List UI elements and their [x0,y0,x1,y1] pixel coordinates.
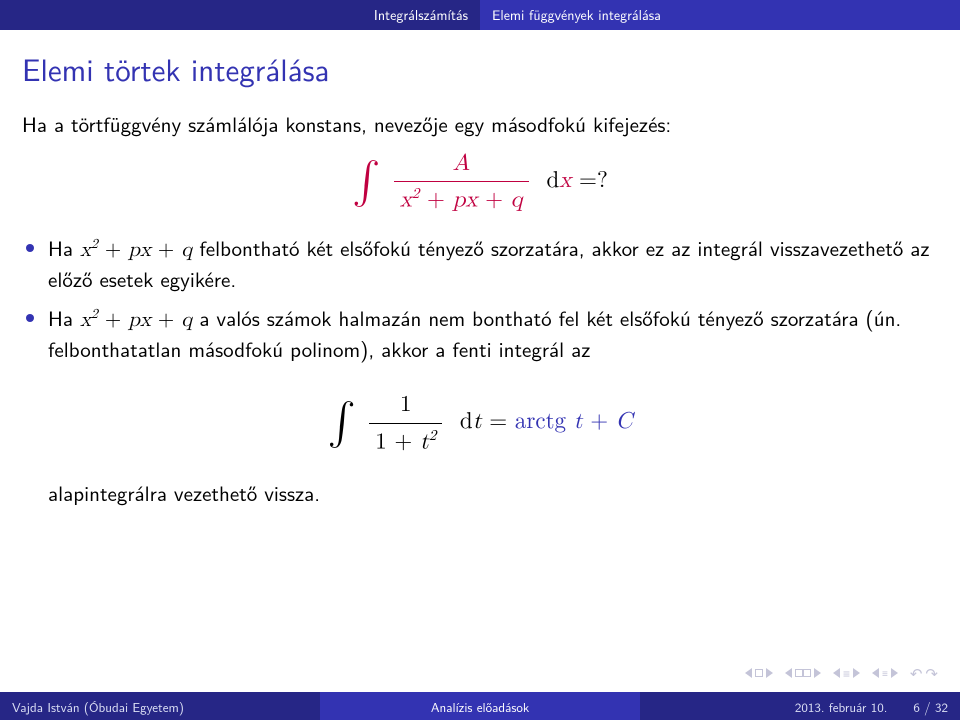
redo-icon: ↷ [925,662,938,684]
closing-text: alapintegrálra vezethető vissza. [48,479,938,507]
triangle-right-icon [891,668,898,678]
integral-sign-icon: ∫ [328,395,356,452]
intro-text: Ha a törtfüggvény számlálója konstans, n… [22,110,938,138]
footer-author: Vajda István (Óbudai Egyetem) [0,692,320,720]
square-icon [795,669,803,677]
nav-prev-slide[interactable] [745,668,773,678]
subsection-bar-icon: ≡ [882,666,888,681]
triangle-left-icon [833,668,840,678]
formula-eq: =? [571,169,607,192]
square-icon [755,669,763,677]
beamer-nav-bar: ≡ ≡ ↶↷ [745,662,938,684]
triangle-right-icon [853,668,860,678]
frac2-den: 1 + t2 [369,424,442,458]
bullet-list: Ha x2 + px + q felbontható két elsőfokú … [22,234,938,363]
triangle-right-icon [766,668,773,678]
frac2-num: 1 [369,389,442,423]
integral-sign-icon: ∫ [352,154,380,211]
dt-t: t [473,410,482,433]
nav-prev-section[interactable]: ≡ [833,664,860,682]
formula-arctg: ∫ 1 1 + t2 dt = arctg t + C [22,389,938,457]
header-bar: Integrálszámítás Elemi függvények integr… [0,0,960,30]
undo-icon: ↶ [910,662,923,684]
footer-bar: Vajda István (Óbudai Egyetem) Analízis e… [0,692,960,720]
bullet-item-2: Ha x2 + px + q a valós számok halmazán n… [22,304,938,364]
triangle-left-icon [745,668,752,678]
nav-prev-frame[interactable] [785,668,821,678]
triangle-left-icon [872,668,879,678]
formula-denominator: x2 + px + q [394,182,529,216]
triangle-left-icon [785,668,792,678]
nav-back-forward[interactable]: ↶↷ [910,662,938,684]
header-section-left: Integrálszámítás [0,0,480,30]
section-bar-icon: ≡ [843,664,850,682]
square-icon [803,669,811,677]
dt-d: d [460,410,473,433]
triangle-right-icon [814,668,821,678]
nav-prev-subsection[interactable]: ≡ [872,666,898,681]
header-section-right: Elemi függvények integrálása [480,0,960,30]
formula-main: ∫ A x2 + px + q dx =? [22,148,938,216]
formula-numerator: A [394,148,529,182]
footer-title: Analízis előadások [320,692,640,720]
dx-d: d [546,169,559,192]
dx-x: x [559,169,571,192]
slide-body: Ha a törtfüggvény számlálója konstans, n… [22,110,938,508]
slide-title: Elemi törtek integrálása [22,45,329,91]
footer-date-page: 2013. február 10. 6 / 32 [640,692,960,720]
bullet-item-1: Ha x2 + px + q felbontható két elsőfokú … [22,234,938,294]
